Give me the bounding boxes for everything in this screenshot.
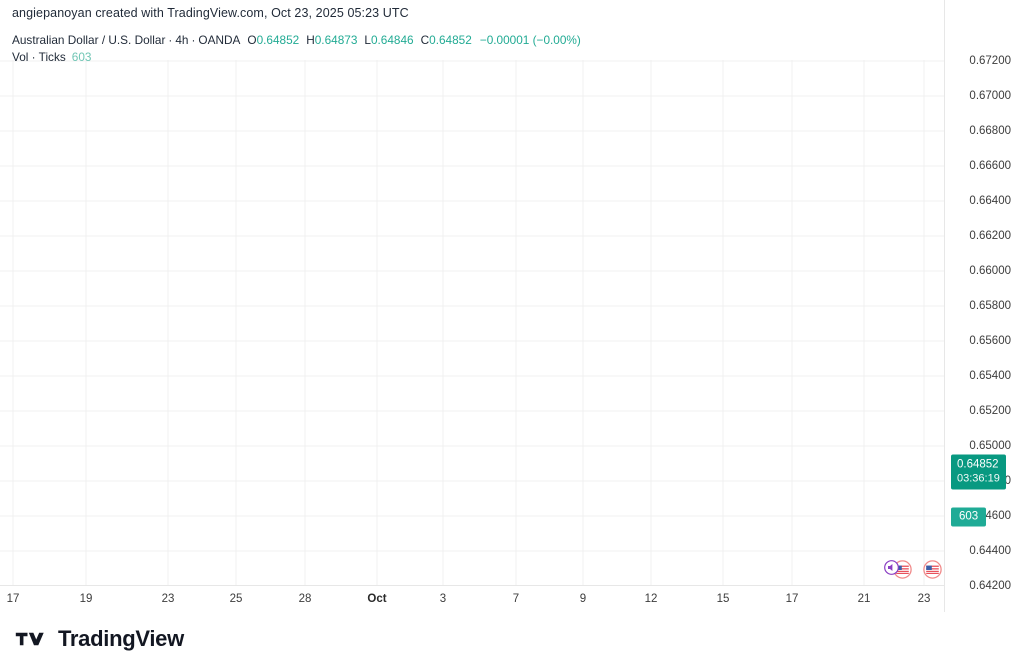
low-label: L (364, 33, 371, 47)
low-number: 0.64846 (370, 33, 414, 47)
tradingview-logo[interactable]: TradingView (15, 626, 184, 652)
price-axis-label: 0.64200 (969, 580, 1011, 592)
change-value: −0.00001 (−0.00%) (479, 33, 581, 47)
price-axis-label: 0.65800 (969, 300, 1011, 312)
symbol-name[interactable]: Australian Dollar / U.S. Dollar (12, 33, 166, 47)
exchange-label[interactable]: OANDA (198, 33, 241, 47)
time-axis-label: 12 (644, 593, 658, 605)
high-label: H (306, 33, 315, 47)
low-value: L0.64846 (364, 32, 413, 48)
time-axis-label: 3 (439, 593, 447, 605)
price-axis[interactable]: 0.67200 0.67000 0.66800 0.66600 0.66400 0.662… (944, 0, 1024, 612)
us-flag-icon[interactable] (923, 560, 942, 579)
legend-symbol-row: Australian Dollar / U.S. Dollar · 4h · O… (12, 32, 581, 48)
price-axis-label: 0.64400 (969, 545, 1011, 557)
time-axis-label: 17 (6, 593, 20, 605)
bar-countdown: 03:36:19 (957, 472, 1000, 485)
economic-event-markers[interactable] (884, 560, 942, 579)
tradingview-wordmark: TradingView (58, 625, 184, 651)
price-axis-label: 0.65000 (969, 440, 1011, 452)
price-axis-label: 0.65600 (969, 335, 1011, 347)
time-axis-label: 19 (79, 593, 93, 605)
event-speaker-icon (884, 560, 899, 575)
open-value: O0.64852 (247, 32, 299, 48)
attribution-text: angiepanoyan created with TradingView.co… (12, 6, 409, 20)
price-axis-label: 0.67000 (969, 90, 1011, 102)
price-axis-label: 0.66800 (969, 125, 1011, 137)
volume-study-label[interactable]: Vol · Ticks (12, 50, 66, 64)
current-price-value: 0.64852 (957, 458, 999, 471)
time-axis-label: 21 (857, 593, 871, 605)
time-axis-label: 25 (229, 593, 243, 605)
time-axis-label: 15 (716, 593, 730, 605)
candlestick-svg (0, 60, 944, 587)
chart-plot-area[interactable] (0, 60, 944, 587)
high-number: 0.64873 (314, 33, 358, 47)
footer-bar: TradingView (0, 612, 1024, 665)
time-axis-label: 7 (512, 593, 520, 605)
price-axis-label: 0.66600 (969, 160, 1011, 172)
legend-separator-2: · (191, 33, 196, 47)
time-axis-label: 9 (579, 593, 587, 605)
open-label: O (247, 33, 257, 47)
legend-separator-1: · (168, 33, 173, 47)
time-axis-label: 23 (917, 593, 931, 605)
price-axis-label: 0.65200 (969, 405, 1011, 417)
time-axis-label: 23 (161, 593, 175, 605)
price-axis-label: 0.66400 (969, 195, 1011, 207)
close-number: 0.64852 (429, 33, 472, 47)
time-axis-label: 28 (298, 593, 312, 605)
time-axis[interactable]: 17 19 23 25 28 Oct 3 7 9 12 15 17 21 23 (0, 585, 944, 612)
volume-study-value: 603 (71, 50, 92, 64)
timeframe-label[interactable]: 4h (175, 33, 189, 47)
volume-value-badge[interactable]: 603 (951, 507, 987, 527)
close-value: C0.64852 (421, 32, 472, 48)
price-axis-label: 0.67200 (969, 55, 1011, 67)
open-number: 0.64852 (256, 33, 300, 47)
high-value: H0.64873 (306, 32, 357, 48)
price-axis-label: 0.66200 (969, 230, 1011, 242)
price-axis-label: 0.66000 (969, 265, 1011, 277)
chart-legend: Australian Dollar / U.S. Dollar · 4h · O… (12, 32, 581, 65)
legend-volume-row: Vol · Ticks 603 (12, 49, 581, 65)
us-flag-icon[interactable] (884, 560, 912, 579)
tradingview-mark-icon (15, 632, 44, 645)
price-axis-label: 0.65400 (969, 370, 1011, 382)
current-price-badge[interactable]: 0.64852 03:36:19 (951, 454, 1006, 490)
close-label: C (420, 33, 430, 47)
time-axis-label: Oct (367, 593, 387, 605)
time-axis-label: 17 (785, 593, 799, 605)
